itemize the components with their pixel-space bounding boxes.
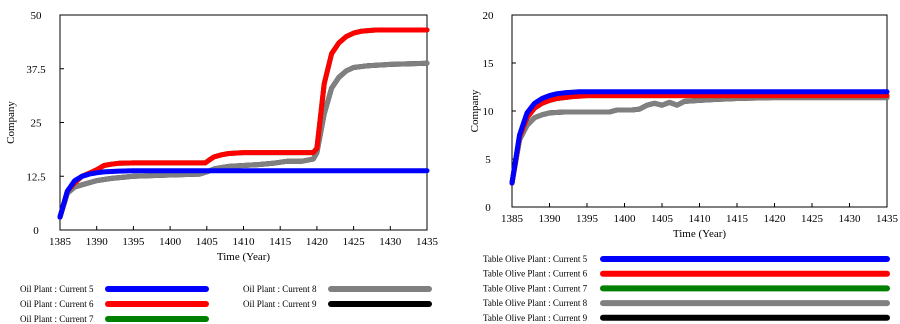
x-tick-label: 1435: [416, 236, 439, 248]
x-tick-label: 1405: [196, 236, 219, 248]
legend-label: Table Olive Plant : Current 8: [483, 298, 588, 308]
x-tick-label: 1410: [233, 236, 256, 248]
legend-label: Table Olive Plant : Current 7: [483, 283, 588, 293]
x-tick-label: 1385: [501, 213, 524, 225]
x-tick-label: 1390: [86, 236, 109, 248]
x-tick-label: 1420: [764, 213, 787, 225]
y-tick-label: 37.5: [26, 64, 46, 76]
series-line-8: [57, 60, 430, 220]
legend-label: Oil Plant : Current 9: [243, 299, 317, 309]
x-tick-label: 1430: [839, 213, 862, 225]
x-axis-title: Time (Year): [217, 251, 271, 263]
x-tick-label: 1425: [343, 236, 366, 248]
x-tick-label: 1395: [122, 236, 145, 248]
x-tick-label: 1400: [614, 213, 637, 225]
legend-label: Oil Plant : Current 6: [20, 299, 94, 309]
x-tick-label: 1420: [306, 236, 329, 248]
x-tick-label: 1405: [651, 213, 674, 225]
table-olive-plant-chart: 0 5 10 15 20 1385 1390 1395 1400 1405 1410 1415 1420…: [469, 10, 899, 323]
series-line-5: [57, 168, 430, 220]
y-axis-title: Company: [5, 101, 17, 144]
legend-label: Table Olive Plant : Current 6: [483, 269, 588, 279]
y-tick-label: 0: [485, 202, 491, 214]
series-line-6: [509, 93, 890, 186]
series-line-8: [509, 95, 890, 186]
y-tick-label: 20: [483, 10, 495, 22]
legend-label: Table Olive Plant : Current 9: [483, 313, 588, 323]
x-tick-label: 1430: [379, 236, 402, 248]
x-tick-label: 1415: [726, 213, 749, 225]
y-tick-label: 50: [31, 10, 43, 22]
x-tick-label: 1425: [801, 213, 824, 225]
y-tick-label: 25: [31, 118, 43, 130]
x-tick-label: 1400: [159, 236, 182, 248]
x-tick-label: 1390: [539, 213, 562, 225]
legend-label: Table Olive Plant : Current 5: [483, 254, 588, 264]
y-tick-label: 12.5: [26, 171, 46, 183]
y-tick-label: 0: [33, 225, 39, 237]
x-tick-label: 1385: [49, 236, 72, 248]
plot-area: [59, 14, 428, 231]
x-tick-label: 1415: [269, 236, 292, 248]
y-tick-label: 15: [483, 58, 495, 70]
y-axis-title: Company: [469, 89, 481, 132]
oil-plant-chart: 0 12.5 25 37.5 50 1385 1390 1395 1400 1405 1410 141…: [5, 10, 439, 324]
legend-label: Oil Plant : Current 8: [243, 284, 317, 294]
x-axis-title: Time (Year): [673, 228, 727, 240]
x-tick-label: 1395: [576, 213, 599, 225]
series-line-5: [509, 89, 890, 186]
y-tick-label: 10: [483, 106, 495, 118]
x-tick-label: 1435: [876, 213, 899, 225]
legend-label: Oil Plant : Current 5: [20, 284, 94, 294]
x-tick-label: 1410: [689, 213, 712, 225]
legend-label: Oil Plant : Current 7: [20, 314, 94, 324]
y-tick-label: 5: [485, 154, 491, 166]
